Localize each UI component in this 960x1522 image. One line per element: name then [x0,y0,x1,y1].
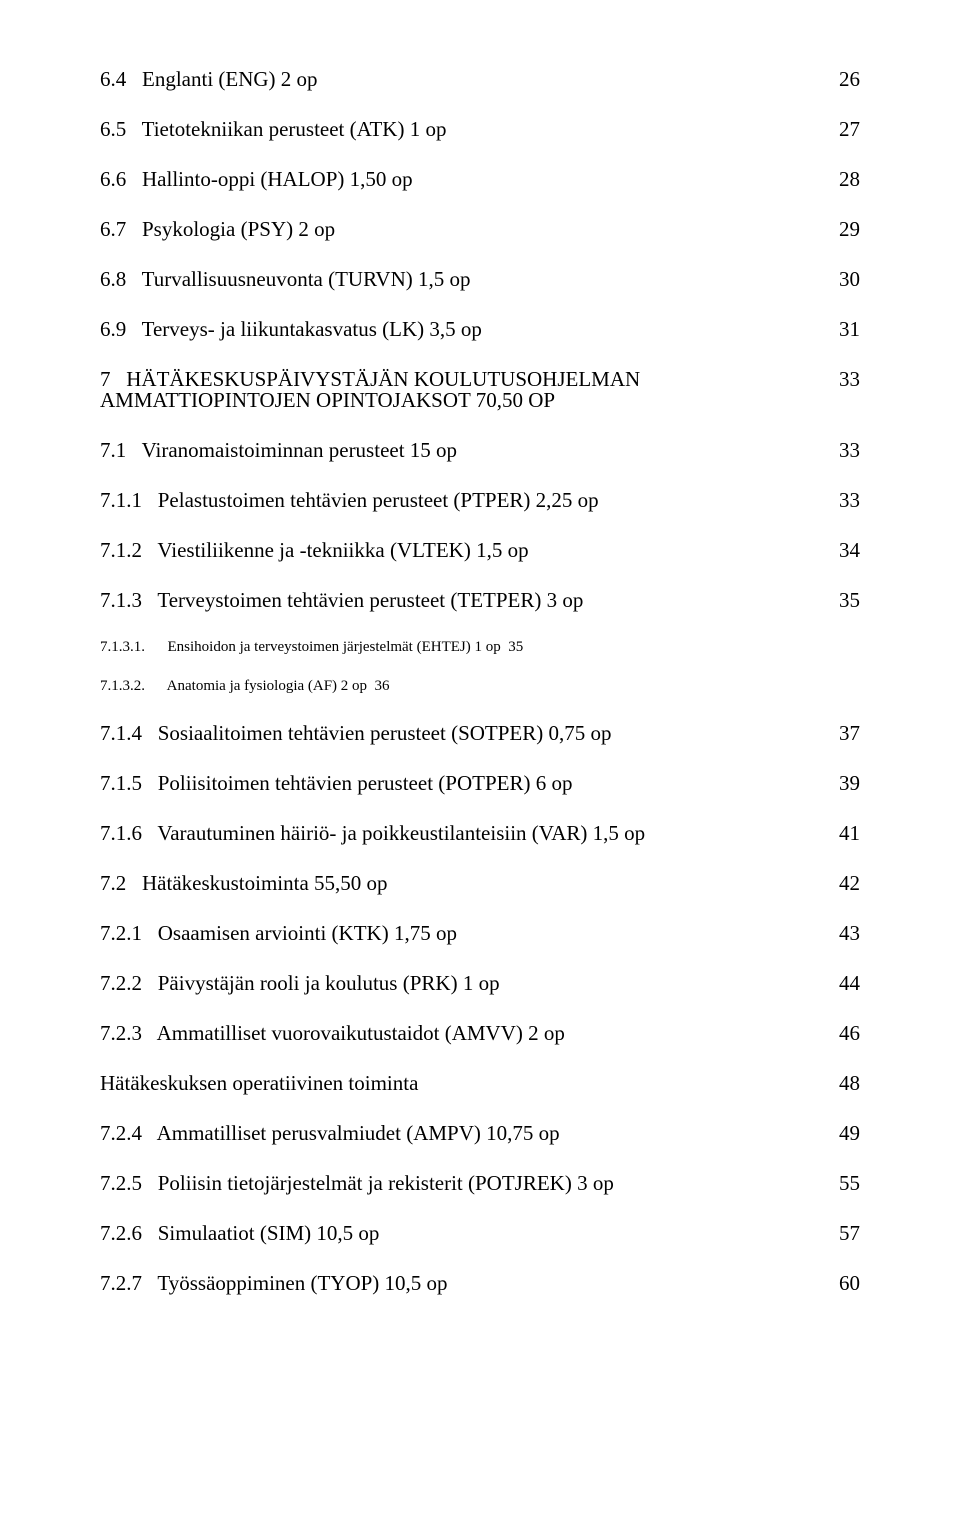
toc-entry: 6.4 Englanti (ENG) 2 op26 [100,69,860,90]
toc-entry-page: 29 [819,219,860,240]
toc-entry: 7.1 Viranomaistoiminnan perusteet 15 op3… [100,440,860,461]
toc-entry-label: 6.6 Hallinto-oppi (HALOP) 1,50 op [100,169,819,190]
toc-entry-label: 6.8 Turvallisuusneuvonta (TURVN) 1,5 op [100,269,819,290]
toc-entry-page: 33 [819,440,860,461]
toc-entry-page: 39 [819,773,860,794]
toc-entry: 7.1.5 Poliisitoimen tehtävien perusteet … [100,773,860,794]
toc-entry-page: 33 [819,369,860,390]
toc-entry: 6.5 Tietotekniikan perusteet (ATK) 1 op2… [100,119,860,140]
toc-entry-page: 34 [819,540,860,561]
toc-entry-page: 46 [819,1023,860,1044]
toc-entry-label: 6.5 Tietotekniikan perusteet (ATK) 1 op [100,119,819,140]
toc-entry: Hätäkeskuksen operatiivinen toiminta48 [100,1073,860,1094]
toc-entry-label: 7.1.4 Sosiaalitoimen tehtävien perusteet… [100,723,819,744]
toc-entry: 6.8 Turvallisuusneuvonta (TURVN) 1,5 op3… [100,269,860,290]
toc-entry-page: 33 [819,490,860,511]
toc-entry-label: 7.1.3.1. Ensihoidon ja terveystoimen jär… [100,640,860,655]
toc-entry: 7.1.4 Sosiaalitoimen tehtävien perusteet… [100,723,860,744]
toc-entry: 7.2.1 Osaamisen arviointi (KTK) 1,75 op4… [100,923,860,944]
toc-entry: 7.1.1 Pelastustoimen tehtävien perusteet… [100,490,860,511]
toc-entry-label: 7.2.1 Osaamisen arviointi (KTK) 1,75 op [100,923,819,944]
toc-entry: 7.2 Hätäkeskustoiminta 55,50 op42 [100,873,860,894]
toc-entry: 6.9 Terveys- ja liikuntakasvatus (LK) 3,… [100,319,860,340]
toc-entry-label: 7.2.4 Ammatilliset perusvalmiudet (AMPV)… [100,1123,819,1144]
toc-entry: 7.2.6 Simulaatiot (SIM) 10,5 op57 [100,1223,860,1244]
toc-entry-label: 6.7 Psykologia (PSY) 2 op [100,219,819,240]
toc-entry-label: 7.1.3 Terveystoimen tehtävien perusteet … [100,590,819,611]
toc-entry-page: 41 [819,823,860,844]
toc-entry-label: 7.1 Viranomaistoiminnan perusteet 15 op [100,440,819,461]
toc-entry-page: 35 [819,590,860,611]
toc-page: 6.4 Englanti (ENG) 2 op26 6.5 Tietoteknii… [0,0,960,1522]
toc-entry: 7.1.2 Viestiliikenne ja -tekniikka (VLTE… [100,540,860,561]
toc-entry-label: 7.1.2 Viestiliikenne ja -tekniikka (VLTE… [100,540,819,561]
toc-entry: 7.2.2 Päivystäjän rooli ja koulutus (PRK… [100,973,860,994]
toc-entry: 7 HÄTÄKESKUSPÄIVYSTÄJÄN KOULUTUSOHJELMAN… [100,369,860,411]
toc-entry-label: 7.1.1 Pelastustoimen tehtävien perusteet… [100,490,819,511]
toc-entry-label: 7.1.6 Varautuminen häiriö- ja poikkeusti… [100,823,819,844]
toc-entry: 7.2.4 Ammatilliset perusvalmiudet (AMPV)… [100,1123,860,1144]
toc-entry-label: Hätäkeskuksen operatiivinen toiminta [100,1073,819,1094]
toc-entry-page: 42 [819,873,860,894]
toc-entry: 6.7 Psykologia (PSY) 2 op29 [100,219,860,240]
toc-entry-label: 7.2.6 Simulaatiot (SIM) 10,5 op [100,1223,819,1244]
toc-entry: 7.2.7 Työssäoppiminen (TYOP) 10,5 op60 [100,1273,860,1294]
toc-entry-page: 27 [819,119,860,140]
toc-entry-label: 7.1.3.2. Anatomia ja fysiologia (AF) 2 o… [100,679,860,694]
toc-entry-page: 55 [819,1173,860,1194]
toc-entry-label: 7.2.3 Ammatilliset vuorovaikutustaidot (… [100,1023,819,1044]
toc-entry: 7.1.3.2. Anatomia ja fysiologia (AF) 2 o… [100,679,860,694]
toc-entry: 7.1.3 Terveystoimen tehtävien perusteet … [100,590,860,611]
toc-entry-label: 7 HÄTÄKESKUSPÄIVYSTÄJÄN KOULUTUSOHJELMAN… [100,369,819,411]
toc-entry-page: 30 [819,269,860,290]
toc-entry-page: 43 [819,923,860,944]
toc-entry-page: 48 [819,1073,860,1094]
toc-entry-label: 7.1.5 Poliisitoimen tehtävien perusteet … [100,773,819,794]
toc-entry: 7.1.6 Varautuminen häiriö- ja poikkeusti… [100,823,860,844]
toc-entry-label: 6.9 Terveys- ja liikuntakasvatus (LK) 3,… [100,319,819,340]
toc-entry-page: 28 [819,169,860,190]
toc-entry-page: 31 [819,319,860,340]
toc-entry-page: 26 [819,69,860,90]
toc-entry: 7.2.3 Ammatilliset vuorovaikutustaidot (… [100,1023,860,1044]
toc-entry: 7.2.5 Poliisin tietojärjestelmät ja reki… [100,1173,860,1194]
toc-entry-page: 57 [819,1223,860,1244]
toc-entry-label: 6.4 Englanti (ENG) 2 op [100,69,819,90]
toc-entry-page: 49 [819,1123,860,1144]
toc-entry-page: 44 [819,973,860,994]
toc-entry-page: 60 [819,1273,860,1294]
toc-entry-label: 7.2.5 Poliisin tietojärjestelmät ja reki… [100,1173,819,1194]
toc-entry: 6.6 Hallinto-oppi (HALOP) 1,50 op28 [100,169,860,190]
toc-entry-label: 7.2 Hätäkeskustoiminta 55,50 op [100,873,819,894]
toc-entry-page: 37 [819,723,860,744]
toc-entry: 7.1.3.1. Ensihoidon ja terveystoimen jär… [100,640,860,655]
toc-entry-label: 7.2.7 Työssäoppiminen (TYOP) 10,5 op [100,1273,819,1294]
toc-entry-label: 7.2.2 Päivystäjän rooli ja koulutus (PRK… [100,973,819,994]
